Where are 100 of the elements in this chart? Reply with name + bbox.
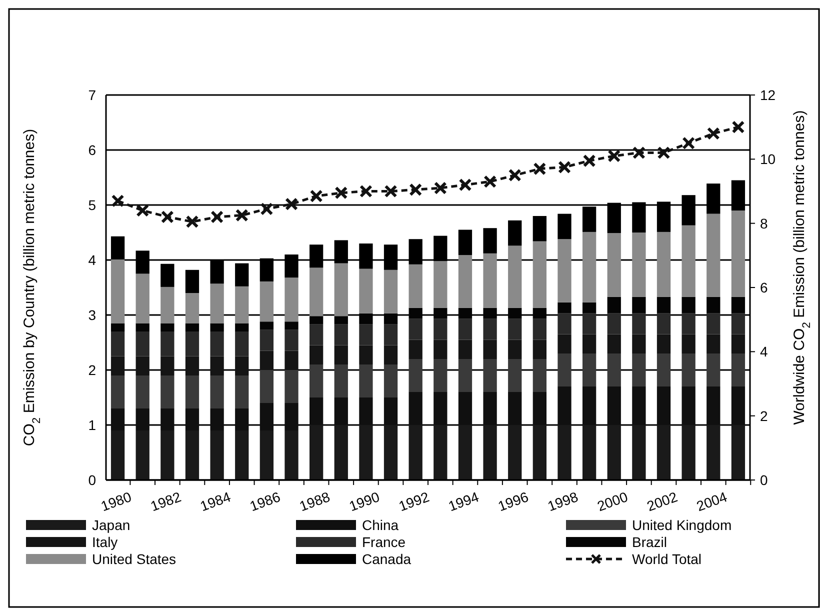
y2-tick-label: 6	[760, 280, 768, 296]
bar	[160, 264, 174, 287]
bar	[359, 364, 373, 398]
legend-label: France	[362, 534, 406, 550]
bar	[136, 356, 150, 376]
point	[732, 120, 745, 134]
point	[608, 149, 621, 162]
bar	[260, 370, 274, 403]
bar	[656, 313, 671, 334]
bar	[334, 263, 348, 316]
bar	[706, 296, 720, 314]
bar	[458, 255, 472, 308]
bar	[235, 286, 249, 324]
bar	[160, 323, 174, 332]
bar	[110, 376, 125, 408]
bar	[483, 318, 497, 340]
bar	[731, 313, 746, 334]
bar	[310, 316, 324, 324]
bar	[384, 364, 398, 398]
bar	[508, 246, 522, 308]
bar	[434, 261, 448, 308]
bar	[160, 286, 174, 324]
bar	[682, 354, 696, 386]
bar	[558, 334, 572, 354]
y2-tick-label: 4	[760, 344, 768, 360]
y-tick-label: 4	[88, 252, 96, 268]
bar	[185, 332, 200, 356]
bar	[408, 359, 422, 392]
bar	[235, 263, 249, 286]
bar	[458, 340, 472, 359]
bar	[508, 359, 522, 392]
bar	[284, 370, 298, 403]
point	[359, 184, 372, 198]
point	[434, 182, 447, 195]
bar	[136, 332, 150, 356]
y2-tick-label: 12	[760, 87, 776, 103]
point	[235, 208, 248, 222]
bar	[434, 318, 448, 340]
bar	[235, 323, 249, 332]
bar	[210, 284, 224, 324]
bar	[682, 225, 696, 297]
legend-label: Japan	[92, 517, 130, 533]
bar	[310, 345, 324, 364]
bar	[110, 323, 125, 332]
bar	[408, 340, 422, 359]
bar	[682, 296, 696, 314]
bar	[110, 356, 125, 376]
bar	[607, 233, 621, 297]
point	[582, 154, 596, 168]
y-tick-label: 1	[88, 417, 96, 433]
bar	[558, 354, 572, 386]
bar	[656, 354, 671, 386]
legend-label: Italy	[92, 534, 118, 550]
bar	[682, 313, 696, 334]
bar	[682, 334, 696, 354]
x-tick-label: 1982	[148, 488, 184, 514]
bar	[235, 332, 249, 356]
y-tick-label: 5	[88, 197, 96, 213]
y-tick-label: 6	[88, 142, 96, 158]
point	[409, 183, 422, 196]
bar	[185, 376, 200, 408]
bar	[185, 270, 200, 293]
bar	[458, 318, 472, 340]
y2-tick-label: 10	[760, 151, 776, 168]
x-tick-label: 1988	[297, 488, 332, 514]
point	[384, 184, 398, 198]
bar	[731, 334, 746, 354]
bar	[558, 239, 572, 302]
bar	[334, 316, 348, 324]
point	[484, 175, 497, 188]
bar	[632, 232, 646, 297]
bar	[532, 216, 546, 242]
point	[682, 136, 696, 150]
bar	[185, 323, 200, 332]
bar	[706, 313, 720, 334]
point	[285, 198, 298, 211]
bar	[483, 340, 497, 359]
bar	[185, 293, 200, 324]
bar	[508, 220, 522, 246]
legend-label: World Total	[632, 551, 702, 567]
bar	[110, 332, 125, 356]
bar	[260, 350, 274, 370]
bar	[607, 313, 621, 334]
point	[558, 160, 571, 174]
bar	[334, 364, 348, 398]
bar	[359, 324, 373, 346]
bar	[731, 354, 746, 386]
x-tick-label: 1998	[545, 488, 580, 514]
bar	[607, 334, 621, 354]
point	[706, 127, 720, 140]
bar	[408, 318, 422, 340]
bar	[607, 354, 621, 386]
bar	[260, 330, 274, 351]
bar	[136, 323, 150, 332]
bar	[731, 210, 746, 297]
x-tick-label: 2000	[595, 488, 630, 514]
bar	[110, 259, 125, 324]
y-tick-label: 3	[88, 307, 96, 323]
point	[210, 210, 224, 224]
bar	[284, 350, 298, 370]
